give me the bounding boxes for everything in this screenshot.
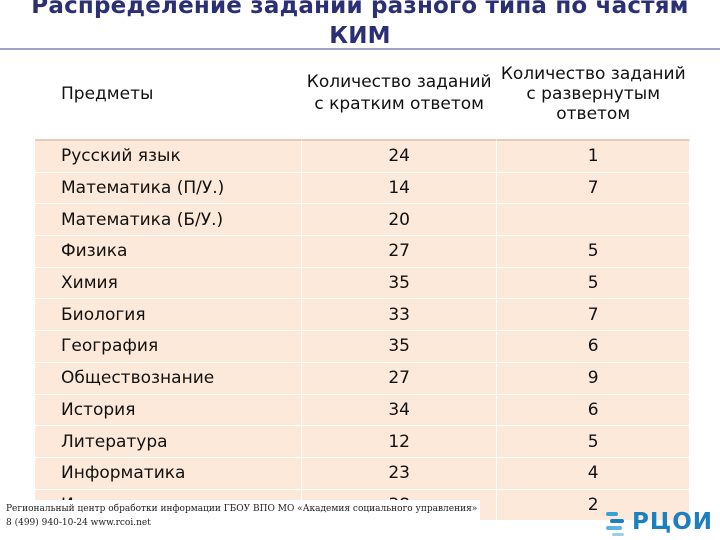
table-row: Литература 12 5 xyxy=(35,426,690,458)
tasks-distribution-table: Предметы Количество заданий с кратким от… xyxy=(35,51,690,522)
slide-title: Распределение заданий разного типа по ча… xyxy=(0,0,720,50)
table-row: История 34 6 xyxy=(35,394,690,427)
table-row: Математика (Б/У.) 20 xyxy=(35,204,690,237)
subject-cell: Биология xyxy=(35,299,302,332)
table-row: Физика 27 5 xyxy=(35,236,690,268)
long-answer-count xyxy=(497,204,690,237)
subject-cell: Математика (П/У.) xyxy=(35,172,302,205)
short-answer-count: 23 xyxy=(301,457,498,490)
short-answer-count: 35 xyxy=(301,267,498,300)
subject-cell: Информатика xyxy=(35,457,302,490)
long-answer-count: 4 xyxy=(497,457,690,490)
short-answer-count: 34 xyxy=(301,394,498,427)
short-answer-count: 14 xyxy=(301,172,498,205)
long-answer-count: 7 xyxy=(497,172,690,205)
long-answer-count: 6 xyxy=(497,331,690,363)
short-answer-count: 27 xyxy=(301,362,498,395)
long-answer-count: 2 xyxy=(497,489,690,522)
subject-cell: Физика xyxy=(35,236,302,268)
long-answer-count: 1 xyxy=(497,141,690,173)
short-answer-count: 20 xyxy=(301,204,498,237)
subject-cell: История xyxy=(35,394,302,427)
subject-cell: Русский язык xyxy=(35,141,302,173)
short-answer-count: 12 xyxy=(301,426,498,458)
long-answer-count: 5 xyxy=(497,426,690,458)
short-answer-count: 27 xyxy=(301,236,498,268)
logo-text: РЦОИ xyxy=(632,509,713,535)
short-answer-count: 24 xyxy=(301,141,498,173)
column-header-short-answer: Количество заданий с кратким ответом xyxy=(301,51,498,141)
footer-credits: Региональный центр обработки информации … xyxy=(0,500,480,540)
long-answer-count: 6 xyxy=(497,394,690,427)
long-answer-count: 9 xyxy=(497,362,690,395)
subject-cell: Химия xyxy=(35,267,302,300)
long-answer-count: 5 xyxy=(497,267,690,300)
table-row: Информатика 23 4 xyxy=(35,457,690,490)
subject-cell: Обществознание xyxy=(35,362,302,395)
short-answer-count: 33 xyxy=(301,299,498,332)
long-answer-count: 7 xyxy=(497,299,690,332)
subject-cell: Математика (Б/У.) xyxy=(35,204,302,237)
footer-organization: Региональный центр обработки информации … xyxy=(6,504,478,514)
subject-cell: География xyxy=(35,331,302,363)
title-divider xyxy=(0,48,720,50)
long-answer-count: 5 xyxy=(497,236,690,268)
slide-title-line-1: Распределение заданий разного типа по ча… xyxy=(31,0,689,19)
column-header-subjects: Предметы xyxy=(35,51,302,141)
logo-mark-icon xyxy=(606,512,624,536)
short-answer-count: 35 xyxy=(301,331,498,363)
slide-title-line-2: КИМ xyxy=(329,23,391,49)
column-header-long-answer: Количество заданий с развернутым ответом xyxy=(497,51,690,141)
footer-contacts: 8 (499) 940-10-24 www.rcoi.net xyxy=(6,518,151,528)
table-row: География 35 6 xyxy=(35,331,690,363)
table-row: Русский язык 24 1 xyxy=(35,141,690,173)
table-row: Математика (П/У.) 14 7 xyxy=(35,172,690,205)
table-row: Биология 33 7 xyxy=(35,299,690,332)
table-row: Обществознание 27 9 xyxy=(35,362,690,395)
table-header-row: Предметы Количество заданий с кратким от… xyxy=(35,51,690,141)
table-row: Химия 35 5 xyxy=(35,267,690,300)
subject-cell: Литература xyxy=(35,426,302,458)
rcoi-logo: РЦОИ xyxy=(604,506,716,538)
